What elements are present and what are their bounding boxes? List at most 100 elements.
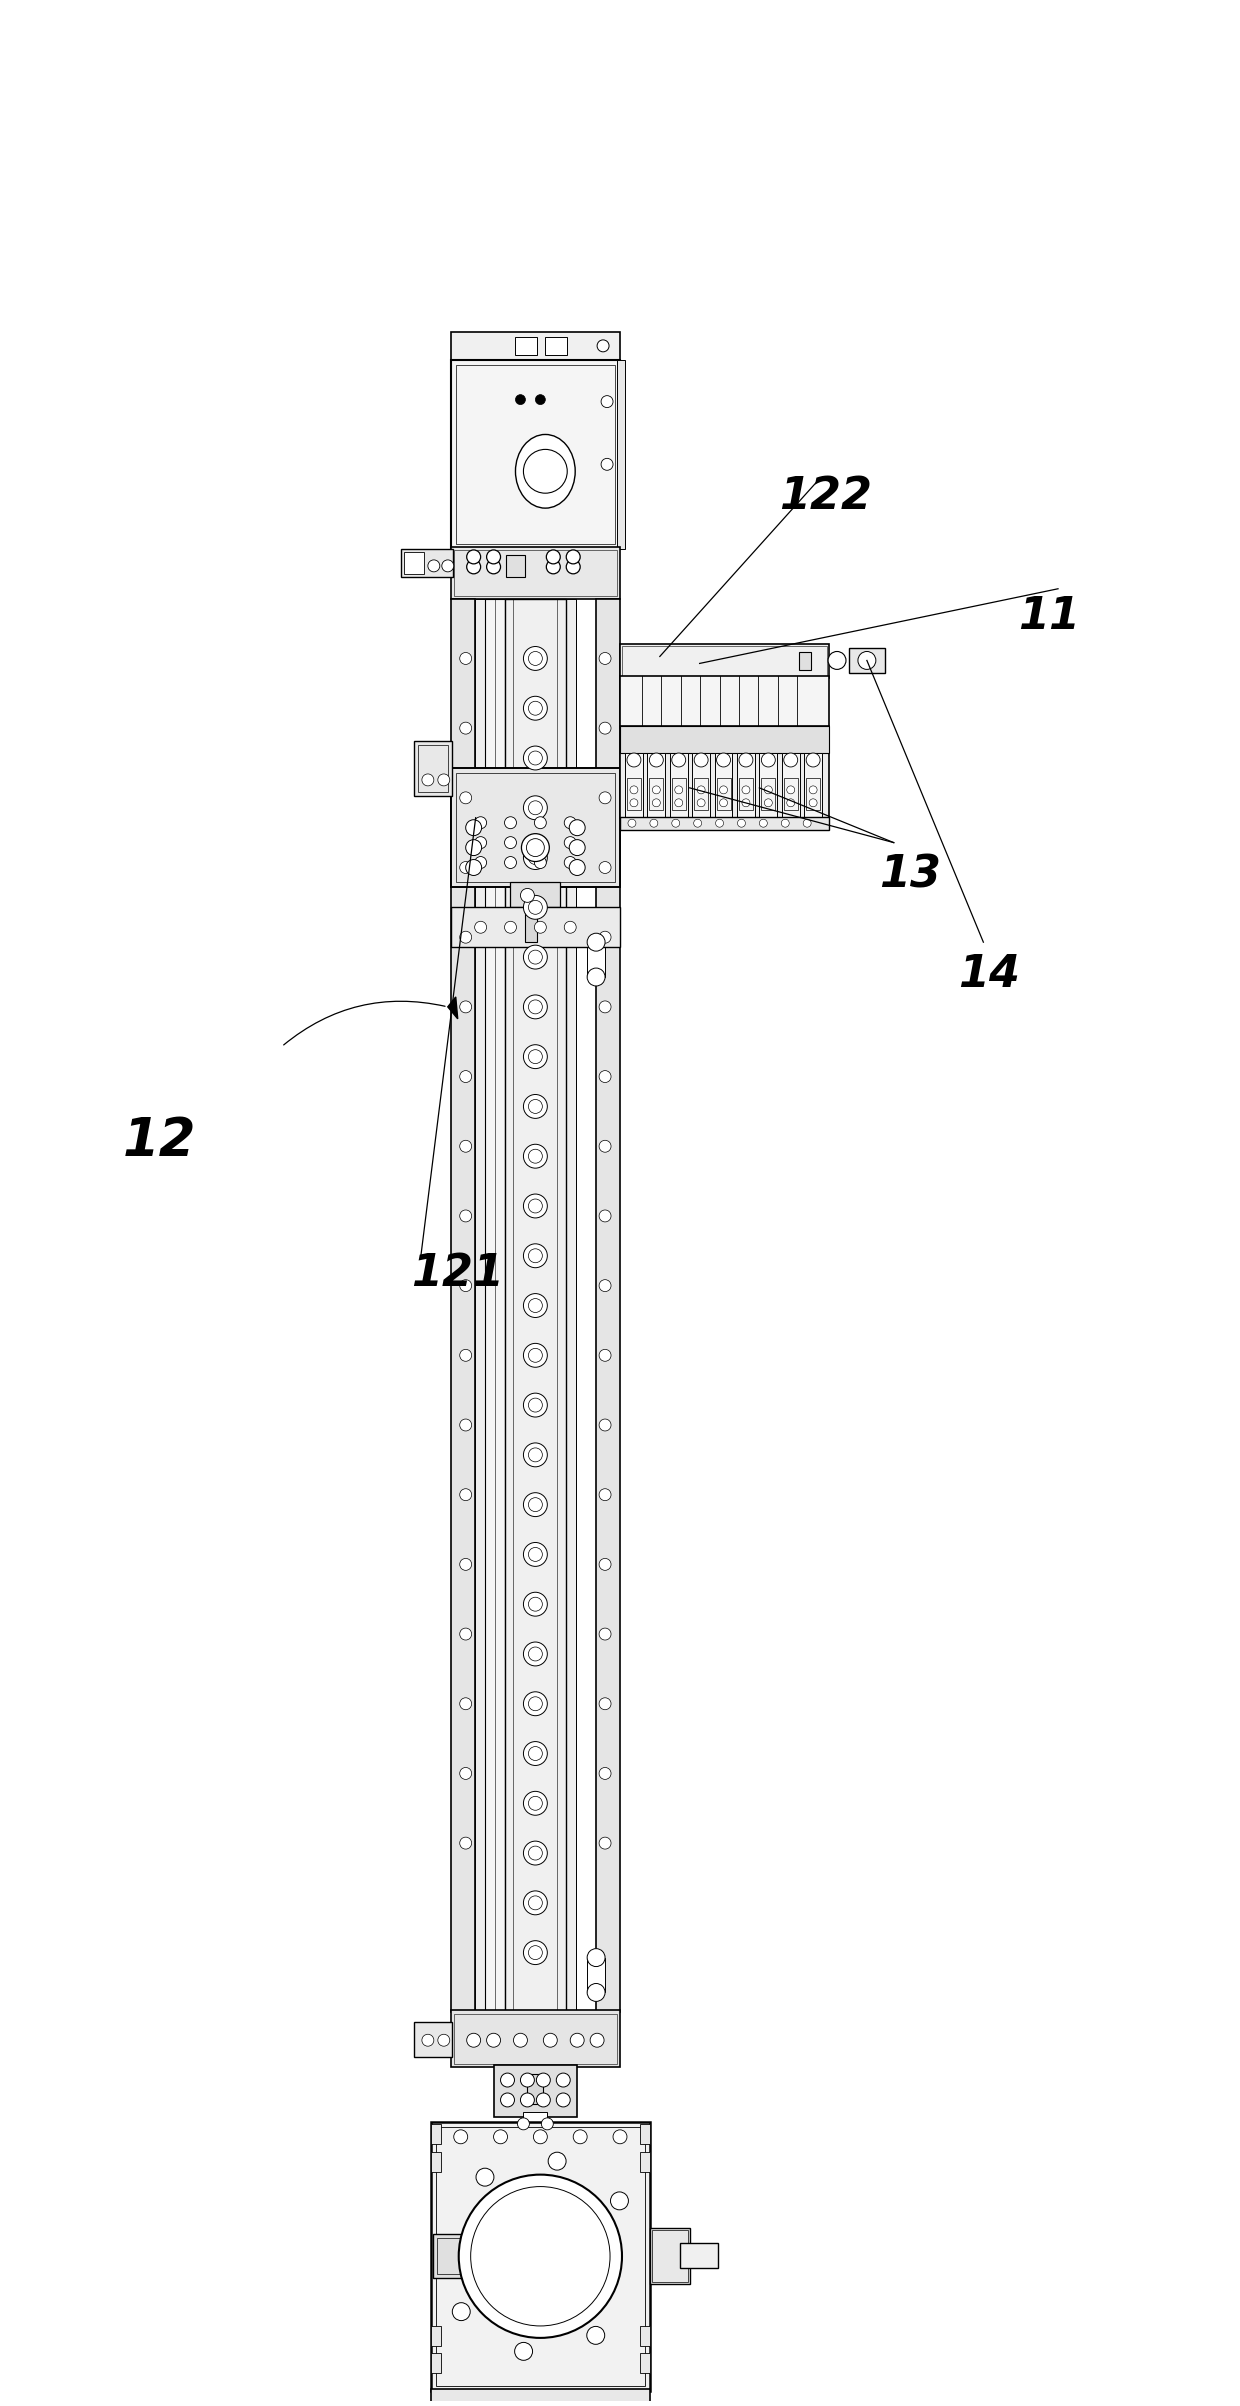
Circle shape <box>537 2074 551 2086</box>
Circle shape <box>610 2192 629 2209</box>
Circle shape <box>543 2033 557 2048</box>
Circle shape <box>441 561 454 573</box>
Circle shape <box>523 1792 547 1814</box>
Circle shape <box>528 1150 542 1162</box>
Circle shape <box>460 1699 471 1711</box>
Bar <box>806 777 820 811</box>
Circle shape <box>460 1001 471 1013</box>
Circle shape <box>564 837 577 849</box>
Circle shape <box>523 1193 547 1217</box>
Circle shape <box>652 799 661 806</box>
Circle shape <box>786 799 795 806</box>
Circle shape <box>588 1983 605 2002</box>
Circle shape <box>528 652 542 666</box>
Bar <box>494 2064 577 2117</box>
Circle shape <box>599 1420 611 1432</box>
Circle shape <box>460 1629 471 1641</box>
Bar <box>451 361 620 549</box>
Circle shape <box>460 1768 471 1780</box>
Circle shape <box>523 996 547 1018</box>
Bar <box>622 681 678 722</box>
Circle shape <box>719 787 728 794</box>
Bar <box>430 2353 440 2372</box>
Circle shape <box>523 1444 547 1468</box>
Bar <box>404 551 424 575</box>
Circle shape <box>599 1699 611 1711</box>
Circle shape <box>486 551 501 563</box>
Circle shape <box>717 753 730 768</box>
Circle shape <box>501 2074 515 2086</box>
Circle shape <box>650 753 663 768</box>
Text: 121: 121 <box>410 1251 503 1294</box>
Circle shape <box>601 395 613 407</box>
Circle shape <box>675 787 683 794</box>
Bar <box>596 599 620 2011</box>
Circle shape <box>569 840 585 857</box>
Circle shape <box>599 1838 611 1850</box>
Circle shape <box>528 1648 542 1660</box>
Circle shape <box>486 561 501 575</box>
Circle shape <box>534 857 547 869</box>
Bar <box>523 2112 547 2124</box>
Circle shape <box>630 787 637 794</box>
Bar <box>475 599 485 2011</box>
Circle shape <box>523 1942 547 1966</box>
Bar <box>456 366 615 544</box>
Circle shape <box>438 775 450 787</box>
Bar <box>456 772 615 883</box>
Circle shape <box>567 551 580 563</box>
Circle shape <box>828 652 846 669</box>
Bar <box>759 753 777 818</box>
Bar <box>849 650 885 674</box>
Bar <box>739 777 753 811</box>
Text: 12: 12 <box>123 1116 196 1167</box>
Circle shape <box>453 2303 470 2322</box>
Bar <box>620 727 830 818</box>
Bar <box>506 556 526 577</box>
Bar <box>650 2228 689 2283</box>
Circle shape <box>537 2093 551 2108</box>
Circle shape <box>505 857 517 869</box>
Circle shape <box>523 895 547 919</box>
Bar <box>784 777 797 811</box>
Circle shape <box>528 950 542 965</box>
Bar <box>516 337 537 354</box>
Circle shape <box>523 1294 547 1318</box>
Circle shape <box>523 1891 547 1915</box>
Circle shape <box>542 2117 553 2129</box>
Circle shape <box>567 561 580 575</box>
Circle shape <box>528 1598 542 1612</box>
Circle shape <box>534 816 547 828</box>
Circle shape <box>630 799 637 806</box>
Circle shape <box>460 722 471 734</box>
Circle shape <box>517 2117 529 2129</box>
Circle shape <box>564 816 577 828</box>
Circle shape <box>652 787 661 794</box>
Circle shape <box>715 818 723 828</box>
Circle shape <box>466 561 481 575</box>
Circle shape <box>523 946 547 970</box>
Circle shape <box>719 799 728 806</box>
Circle shape <box>675 799 683 806</box>
Bar <box>454 2014 618 2064</box>
Bar <box>451 546 620 599</box>
Circle shape <box>528 1747 542 1761</box>
Circle shape <box>522 832 549 861</box>
Bar <box>430 2122 650 2392</box>
Circle shape <box>475 857 486 869</box>
Circle shape <box>599 861 611 873</box>
Circle shape <box>516 395 526 404</box>
Bar <box>546 337 567 354</box>
Circle shape <box>569 820 585 835</box>
Circle shape <box>513 2033 527 2048</box>
Circle shape <box>523 796 547 820</box>
Circle shape <box>613 2129 627 2144</box>
Circle shape <box>784 753 797 768</box>
Bar <box>433 2235 471 2278</box>
Circle shape <box>547 551 560 563</box>
Circle shape <box>460 1420 471 1432</box>
Bar <box>640 2327 650 2346</box>
Bar <box>505 599 567 2011</box>
Circle shape <box>523 1044 547 1068</box>
Circle shape <box>528 1398 542 1412</box>
